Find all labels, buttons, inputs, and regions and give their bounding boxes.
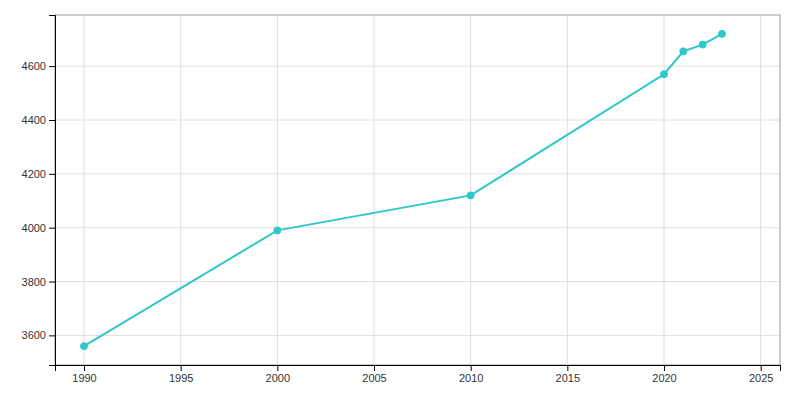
grid-line-x [664, 15, 665, 365]
tick-label: 2000 [266, 372, 290, 384]
tick-label: 2015 [556, 372, 580, 384]
tick: 1995 [169, 365, 193, 384]
tick: 3600 [22, 329, 55, 341]
point [81, 343, 88, 350]
tick-mark [664, 365, 665, 371]
grid [55, 15, 780, 365]
tick: 2025 [749, 365, 773, 384]
grid-line-y [55, 227, 780, 228]
tick-mark [277, 365, 278, 371]
tick: 4200 [22, 168, 55, 180]
grid-line-y [55, 335, 780, 336]
tick-label: 1990 [72, 372, 96, 384]
chart: 1990 1995 2000 2005 2010 2015 2020 2025 3600 3800… [0, 0, 800, 400]
grid-line-x [567, 15, 568, 365]
x-axis: 1990 1995 2000 2005 2010 2015 2020 2025 [56, 365, 781, 384]
axis-line [49, 16, 56, 366]
point [661, 71, 668, 78]
grid-line-x [760, 15, 761, 365]
tick: 2020 [652, 365, 676, 384]
tick: 4000 [22, 222, 55, 234]
line [84, 34, 722, 346]
grid-line-x [84, 15, 85, 365]
tick: 1990 [72, 365, 96, 384]
grid-line-y [55, 120, 780, 121]
marks [81, 30, 726, 349]
tick-label: 4000 [22, 222, 46, 234]
grid-line-x [374, 15, 375, 365]
plot: 1990 1995 2000 2005 2010 2015 2020 2025 3600 3800… [22, 15, 781, 384]
tick-mark [49, 282, 55, 283]
grid-line-x [277, 15, 278, 365]
tick: 4600 [22, 60, 55, 72]
tick: 2010 [459, 365, 483, 384]
tick-label: 4400 [22, 114, 46, 126]
tick: 2005 [362, 365, 386, 384]
tick-label: 2010 [459, 372, 483, 384]
tick-mark [374, 365, 375, 371]
tick-mark [49, 174, 55, 175]
tick-label: 2020 [652, 372, 676, 384]
plot-frame [55, 15, 780, 365]
tick: 3800 [22, 276, 55, 288]
tick-mark [761, 365, 762, 371]
tick-mark [49, 66, 55, 67]
tick-mark [567, 365, 568, 371]
point [680, 48, 687, 55]
tick-label: 2025 [749, 372, 773, 384]
tick-label: 4200 [22, 168, 46, 180]
tick-label: 2005 [362, 372, 386, 384]
grid-line-y [55, 173, 780, 174]
tick-mark [49, 335, 55, 336]
point [467, 192, 474, 199]
tick-label: 3800 [22, 276, 46, 288]
tick-mark [471, 365, 472, 371]
tick-label: 4600 [22, 60, 46, 72]
tick-mark [181, 365, 182, 371]
axis-line [56, 366, 781, 372]
point [274, 227, 281, 234]
grid-line-x [180, 15, 181, 365]
grid-line-x [470, 15, 471, 365]
tick-mark [84, 365, 85, 371]
point [699, 41, 706, 48]
y-axis: 3600 3800 4000 4200 4400 4600 [22, 16, 56, 366]
tick-label: 1995 [169, 372, 193, 384]
grid-line-y [55, 281, 780, 282]
tick: 2015 [556, 365, 580, 384]
tick: 2000 [266, 365, 290, 384]
tick: 4400 [22, 114, 55, 126]
tick-mark [49, 120, 55, 121]
tick-label: 3600 [22, 329, 46, 341]
tick-mark [49, 228, 55, 229]
point [719, 30, 726, 37]
